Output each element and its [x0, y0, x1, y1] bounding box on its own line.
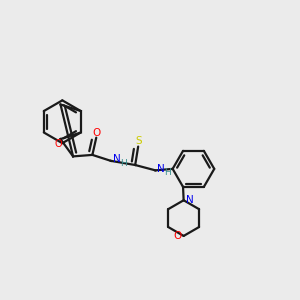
Text: N: N — [113, 154, 121, 164]
Text: O: O — [173, 231, 181, 241]
Text: N: N — [186, 195, 194, 205]
Text: S: S — [136, 136, 142, 146]
Text: O: O — [92, 128, 100, 138]
Text: H: H — [120, 159, 127, 168]
Text: O: O — [54, 140, 62, 149]
Text: H: H — [164, 168, 171, 177]
Text: N: N — [158, 164, 165, 174]
